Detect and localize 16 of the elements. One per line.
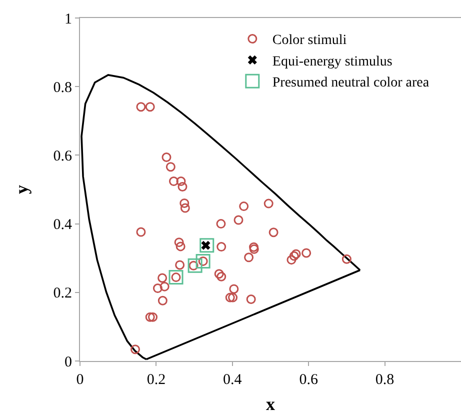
y-tick-label: 1 — [64, 11, 72, 28]
x-tick-label: 0.4 — [223, 372, 242, 388]
x-axis-title: x — [266, 394, 275, 414]
x-tick-label: 0.2 — [146, 372, 166, 388]
legend-label: Equi-energy stimulus — [272, 54, 392, 70]
y-axis-title: y — [11, 185, 32, 194]
x-tick-label: 0.8 — [375, 372, 394, 388]
y-tick-label: 0.4 — [53, 217, 72, 234]
x-tick-label: 0 — [76, 372, 84, 388]
x-tick-label: 0.6 — [299, 372, 318, 388]
y-tick-label: 0.2 — [53, 286, 72, 302]
legend-label: Color stimuli — [272, 33, 347, 48]
y-tick-label: 0.6 — [53, 148, 72, 164]
y-tick-label: 0 — [64, 354, 72, 370]
legend-label: Presumed neutral color area — [272, 76, 430, 91]
y-tick-label: 0.8 — [53, 80, 72, 96]
